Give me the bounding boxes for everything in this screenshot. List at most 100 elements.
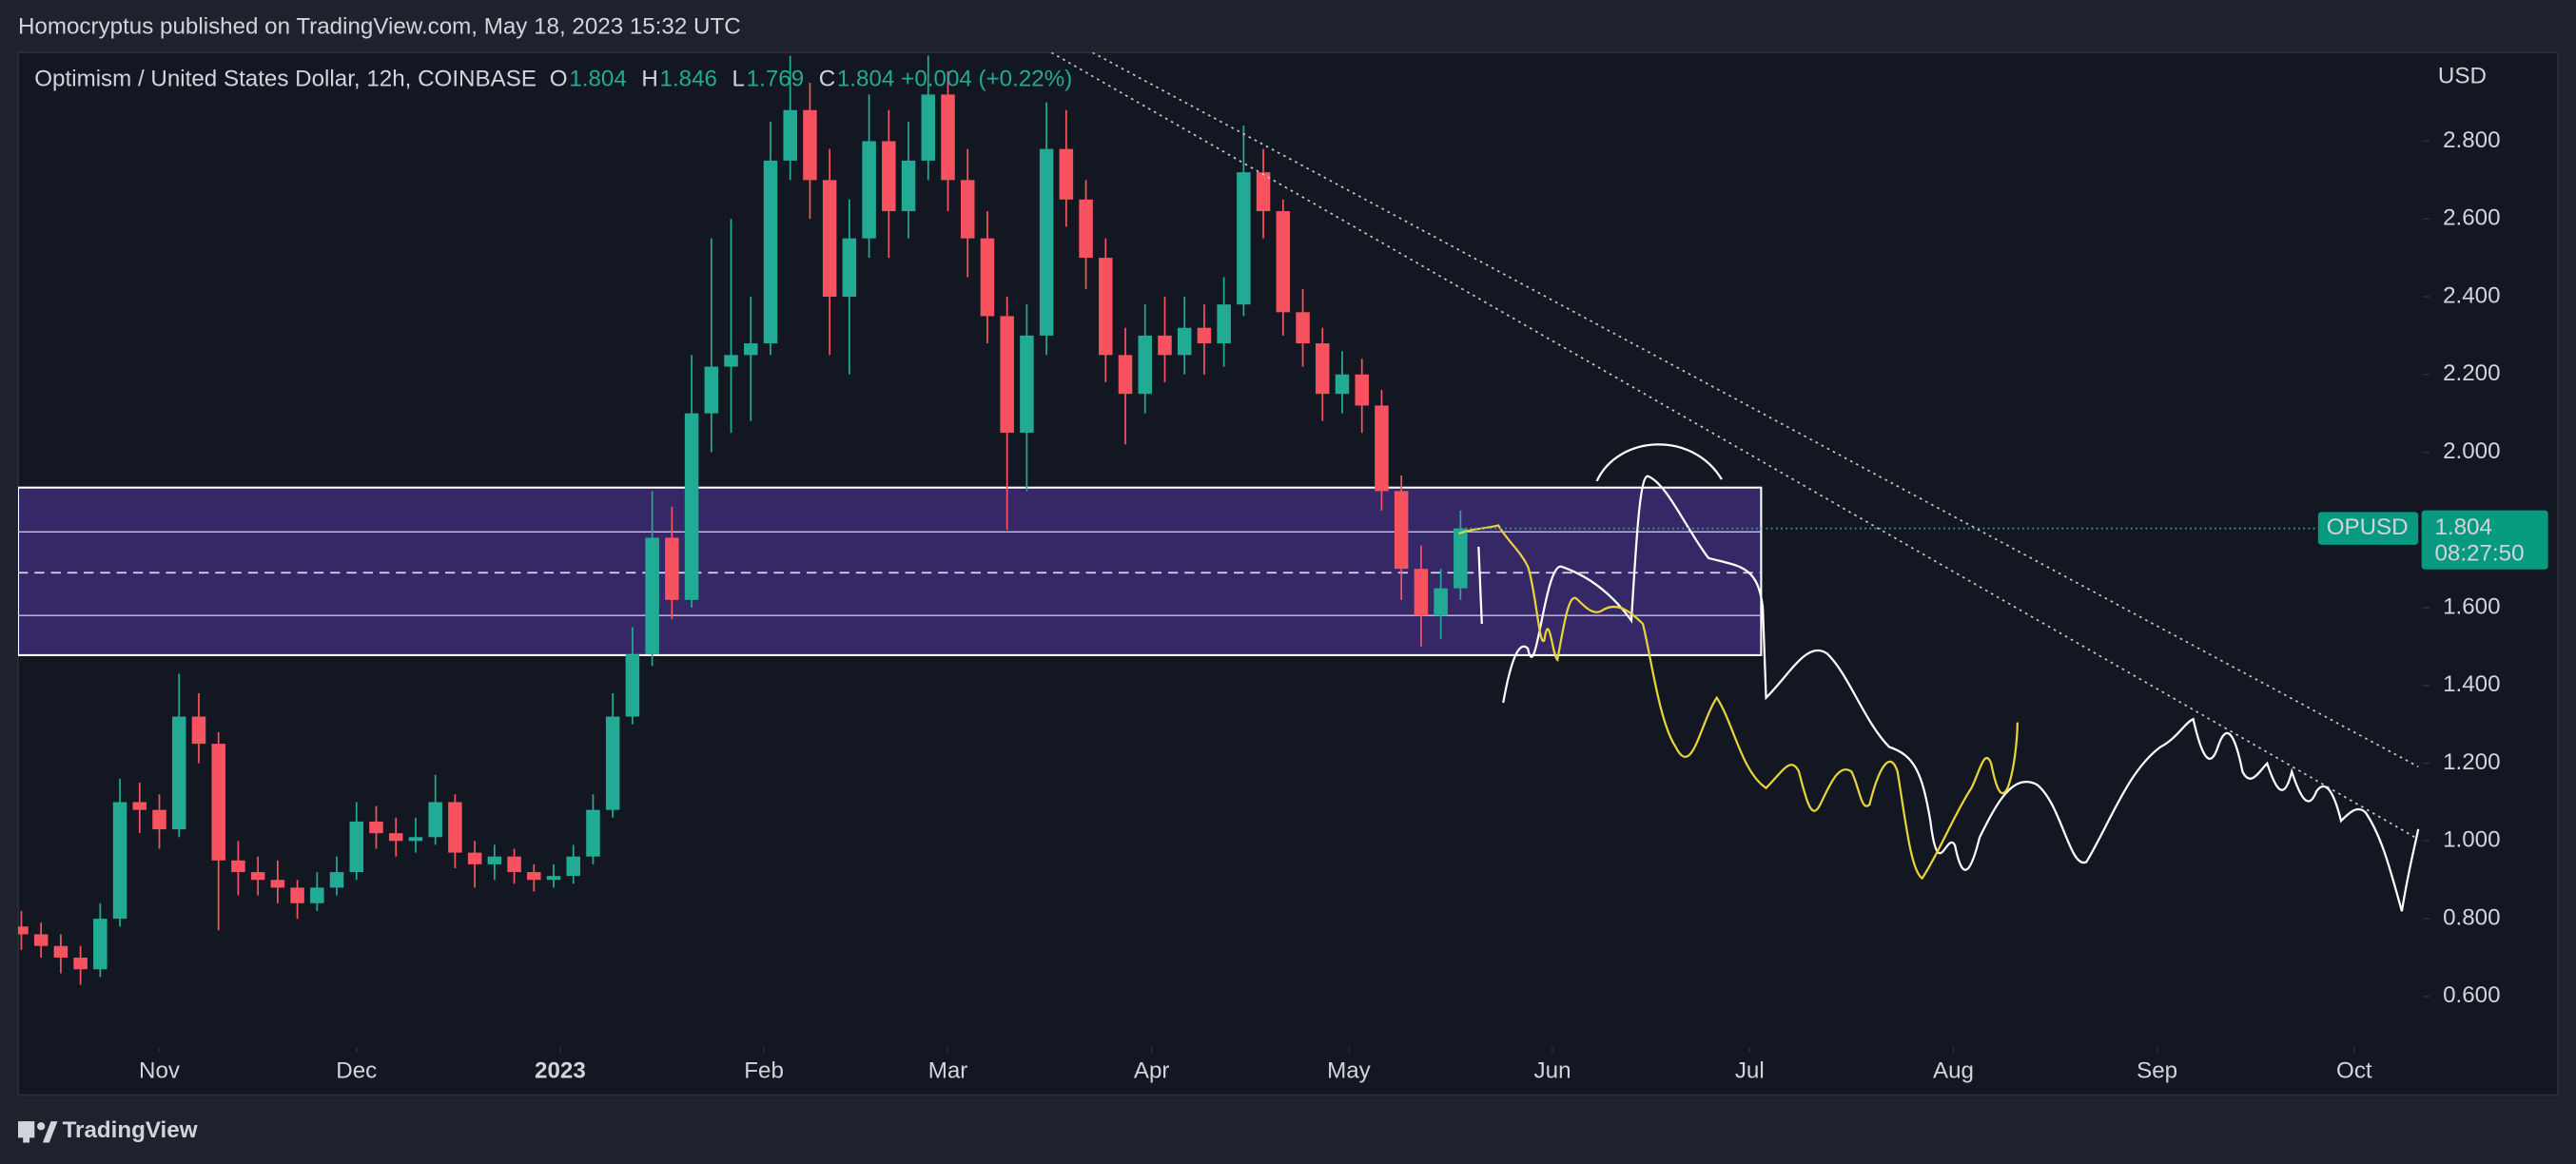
candle-body [882,141,896,212]
symbol-title: Optimism / United States Dollar, 12h, CO… [34,67,537,92]
candle-body [1059,148,1074,200]
candle-body [527,872,541,881]
candle-body [93,919,107,970]
candle-body [53,945,68,958]
candle-body [310,887,324,903]
candle-body [724,355,738,367]
candle-body [960,180,975,239]
candle-body [1118,355,1133,395]
candle-body [901,160,916,212]
x-tick-label: Nov [139,1058,180,1084]
candle-body [1237,172,1251,305]
ohlc-label: O [550,67,568,92]
candle-body [605,716,620,810]
candle-body [941,94,955,181]
ohlc-label: C [819,67,835,92]
candle-body [763,160,778,344]
x-tick-label: Aug [1933,1058,1974,1084]
y-tick-label: 0.800 [2443,904,2500,930]
candle-body [73,957,88,970]
ohlc-value: 1.804 [569,67,626,92]
candle-body [921,94,936,161]
candle-body [270,880,285,888]
candle-body [428,802,442,838]
drawings [1050,52,2420,912]
candle-body [388,833,403,842]
candle-body [1099,258,1113,356]
candle-body [231,860,245,873]
candle-body [152,809,166,830]
candle-body [132,802,147,810]
candle-body [862,141,876,239]
candle-body [1375,405,1389,492]
x-tick-label: Feb [744,1058,784,1084]
candle-body [842,238,857,297]
y-tick-label: 0.600 [2443,982,2500,1008]
candle-body [211,744,225,861]
candle-body [290,887,304,903]
last-price-label: 1.804 [2434,514,2491,540]
candle-body [1434,588,1448,616]
candle-body [1138,335,1153,395]
x-tick-label: Apr [1134,1058,1170,1084]
candle-body [1020,335,1034,434]
candle-body [684,413,699,600]
candle-body [1296,312,1310,344]
x-tick-label: Mar [928,1058,968,1084]
y-tick-label: 1.200 [2443,749,2500,775]
candle-body [33,934,49,946]
brand-logo [17,1121,58,1143]
price-badge [2421,510,2548,570]
y-tick-label: 2.600 [2443,205,2500,231]
ohlc-value: 1.846 [660,67,717,92]
y-tick-label: 2.400 [2443,282,2500,308]
candle-body [546,876,561,881]
candle-body [1394,491,1409,570]
candle-body [822,180,837,297]
candle-body [566,856,580,877]
candle-body [783,109,797,161]
candle-body [329,872,344,888]
candle-body [586,809,600,857]
symbol-badge [2317,512,2419,545]
y-tick-label: 2.000 [2443,438,2500,464]
candle-body [980,238,995,317]
projection-path [1477,475,2420,912]
candle-body [17,926,29,935]
candle-body [487,856,502,864]
candle-body [448,802,462,853]
zone-box [17,486,1763,656]
candle-body [507,856,521,873]
x-tick-label: Jul [1735,1058,1765,1084]
x-tick-label: May [1327,1058,1372,1084]
candle-body [467,852,482,864]
candle-body [645,537,659,655]
candle-body [250,872,265,881]
x-tick-label: Dec [336,1058,377,1084]
countdown: 08:27:50 [2434,541,2524,567]
plot-area [17,55,1763,985]
brand-name: TradingView [63,1117,198,1143]
candle-body [171,716,186,830]
y-tick-label: 2.800 [2443,127,2500,153]
ohlc-legend: Optimism / United States Dollar, 12h, CO… [34,67,1072,92]
candle-body [1335,374,1350,395]
candle-body [1039,148,1054,336]
candle-body [1276,211,1291,313]
ohlc-value: 1.804 [837,67,894,92]
ohlc-change: +0.004 (+0.22%) [901,67,1072,92]
candle-body [744,343,758,356]
arc-drawing [1595,443,1723,482]
candle-body [349,821,364,873]
candle-body [704,366,719,414]
x-tick-label: Oct [2336,1058,2372,1084]
candle-body [1197,327,1212,344]
candle-body [1414,569,1429,616]
symbol-label: OPUSD [2327,514,2409,540]
publisher-line: Homocryptus published on TradingView.com… [18,14,741,40]
candle-body [1177,327,1192,356]
candle-body [1454,528,1468,589]
candle-body [112,802,127,920]
candle-body [1000,316,1014,434]
